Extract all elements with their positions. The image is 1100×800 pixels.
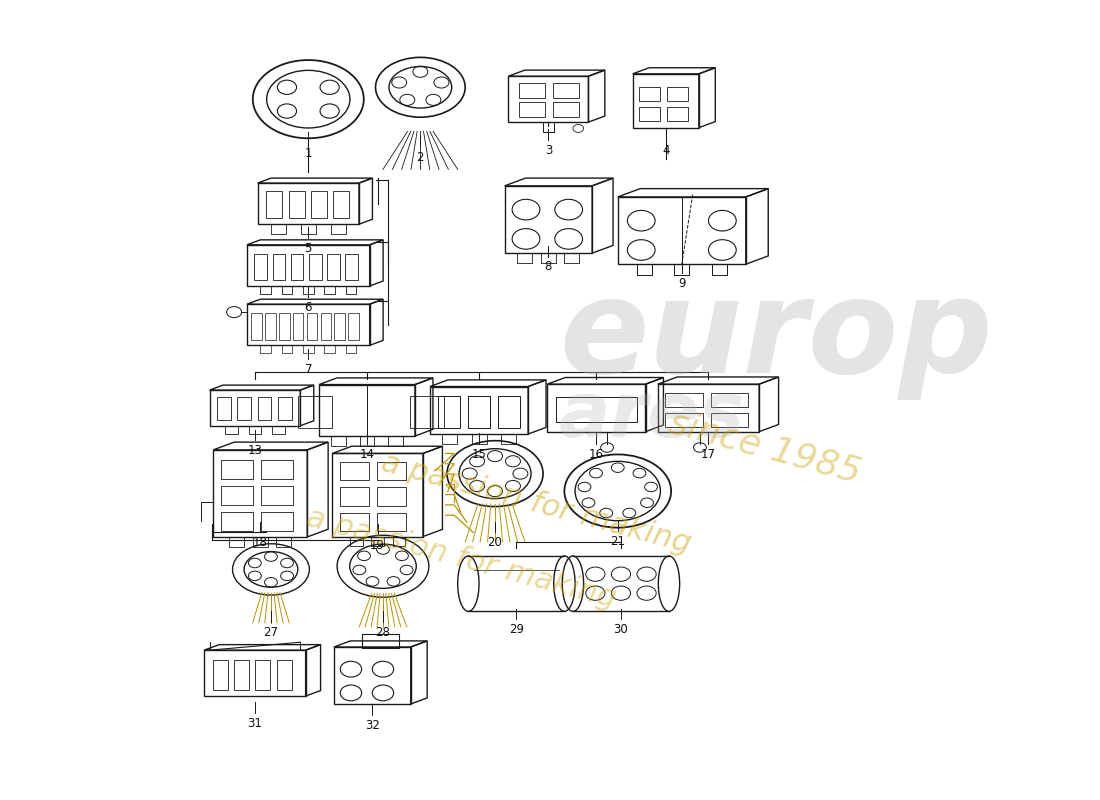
Text: 31: 31	[248, 717, 263, 730]
Text: 17: 17	[701, 447, 716, 461]
Text: 5: 5	[305, 242, 312, 254]
Text: europ: europ	[559, 273, 993, 400]
Text: 7: 7	[305, 362, 312, 376]
Text: 14: 14	[360, 447, 374, 461]
Text: 16: 16	[588, 447, 604, 461]
Text: a passion for making: a passion for making	[302, 503, 619, 614]
Text: 27: 27	[263, 626, 278, 638]
Text: 3: 3	[544, 143, 552, 157]
Text: 15: 15	[472, 447, 486, 461]
Text: ares: ares	[559, 379, 746, 453]
Text: 4: 4	[662, 143, 670, 157]
Text: 30: 30	[614, 623, 628, 636]
Text: 2: 2	[417, 150, 425, 164]
Text: 6: 6	[305, 301, 312, 314]
Text: 9: 9	[678, 278, 685, 290]
Text: 28: 28	[375, 626, 390, 638]
Text: 19: 19	[371, 538, 385, 551]
Text: 29: 29	[509, 623, 524, 636]
Text: since 1985: since 1985	[666, 406, 866, 490]
Text: 32: 32	[365, 719, 380, 732]
Text: a passion for making: a passion for making	[377, 447, 694, 558]
Text: 21: 21	[610, 534, 625, 547]
Text: 8: 8	[544, 260, 552, 273]
Text: 13: 13	[248, 444, 263, 458]
Text: 1: 1	[305, 146, 312, 160]
Text: 18: 18	[253, 536, 267, 549]
Text: 20: 20	[487, 536, 503, 549]
